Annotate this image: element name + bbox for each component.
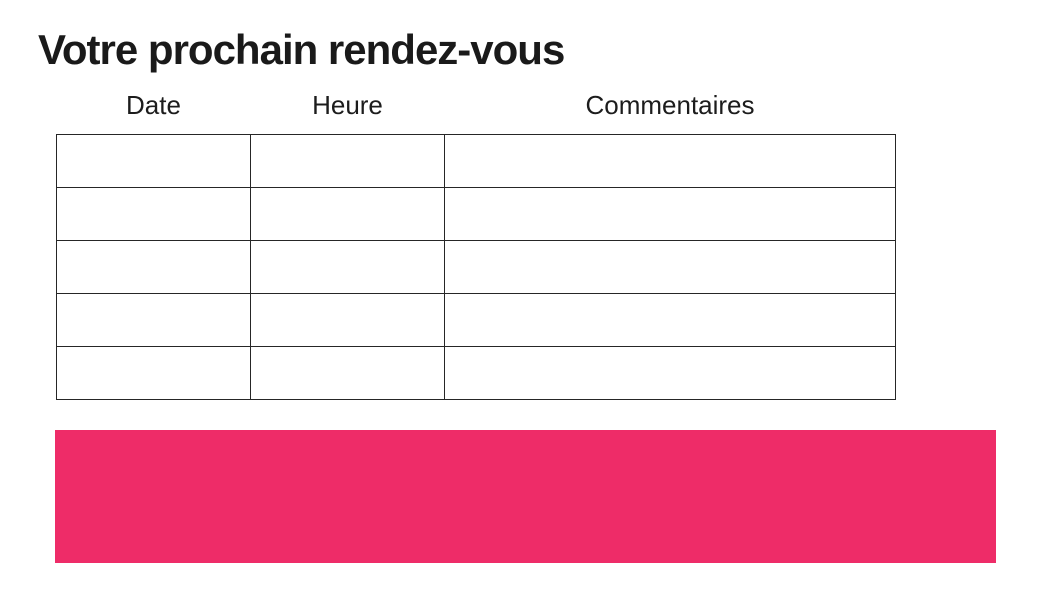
table-cell <box>444 240 896 294</box>
table-cell <box>444 134 896 188</box>
table-cell <box>56 187 251 241</box>
table-header-row: Date Heure Commentaires <box>57 90 896 135</box>
appointments-tbody <box>56 134 896 400</box>
table-row <box>56 346 896 400</box>
table-cell <box>250 187 445 241</box>
column-header-commentaires: Commentaires <box>585 90 755 120</box>
table-row <box>56 293 896 347</box>
table-row <box>56 187 896 241</box>
table-row <box>56 134 896 188</box>
table-cell <box>56 240 251 294</box>
table-cell <box>250 346 445 400</box>
table-cell <box>56 346 251 400</box>
pink-banner <box>55 430 996 563</box>
table-cell <box>444 187 896 241</box>
column-header-heure: Heure <box>312 90 383 120</box>
table-cell <box>250 134 445 188</box>
table-cell <box>444 346 896 400</box>
table-cell <box>250 293 445 347</box>
table-cell <box>56 293 251 347</box>
column-header-date: Date <box>126 90 181 120</box>
table-row <box>56 240 896 294</box>
table-cell <box>56 134 251 188</box>
table-cell <box>250 240 445 294</box>
page-title: Votre prochain rendez-vous <box>38 26 565 73</box>
table-cell <box>444 293 896 347</box>
appointments-table: Date Heure Commentaires <box>56 90 896 400</box>
